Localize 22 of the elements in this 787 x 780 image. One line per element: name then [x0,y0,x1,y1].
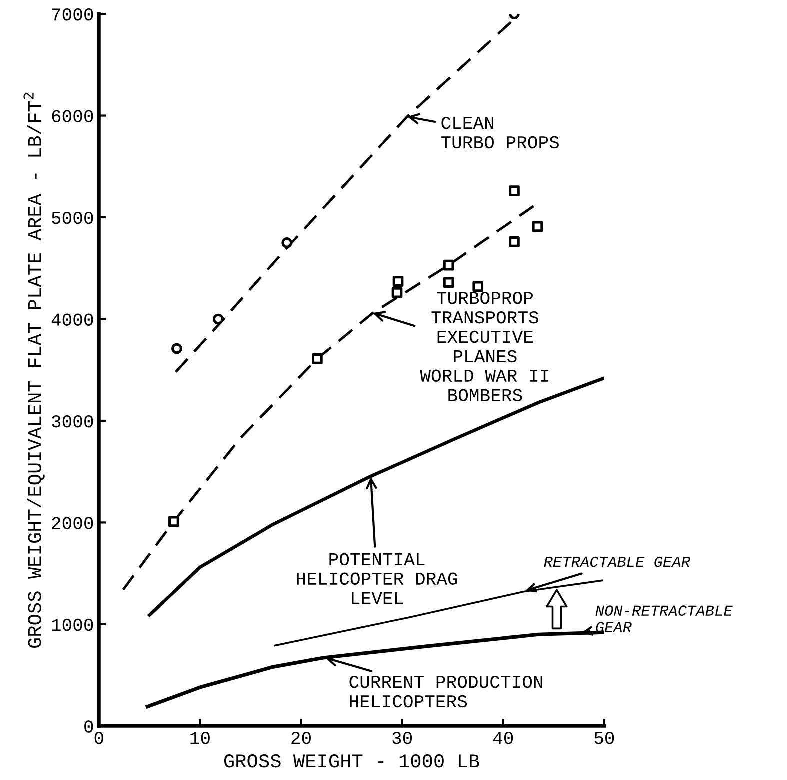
x-tick-label: 0 [94,732,104,744]
annotation: NON-RETRACTABLE GEAR [596,606,733,632]
x-tick-label: 10 [190,732,210,744]
x-tick-label: 30 [392,732,412,744]
annotation: CURRENT PRODUCTION HELICOPTERS [350,676,542,708]
annotation: CLEAN TURBO PROPS [441,116,560,149]
x-tick-label: 40 [493,732,514,744]
y-tick-label: 3000 [52,415,94,428]
y-tick-label: 4000 [52,314,94,326]
x-axis-title: GROSS WEIGHT - 1000 LB [224,754,480,768]
y-axis-title: GROSS WEIGHT/EQUIVALENT FLAT PLATE AREA - LB/FT$^{2}$ [24,93,45,648]
y-tick-label: 2000 [52,517,94,530]
x-tick-label: 20 [292,732,311,744]
y-tick-label: 7000 [52,8,94,21]
y-tick-label: 1000 [52,618,94,632]
annotation: POTENTIAL HELICOPTER DRAG LEVEL [297,553,458,604]
y-tick-label: 0 [84,720,94,733]
y-tick-label: 5000 [52,212,94,224]
annotation: RETRACTABLE GEAR [544,556,690,568]
annotation: TURBOPROP TRANSPORTS EXECUTIVE PLANES WORLD WAR II BOMBERS [420,292,548,402]
x-tick-label: 50 [594,732,614,744]
y-tick-label: 6000 [52,110,94,122]
